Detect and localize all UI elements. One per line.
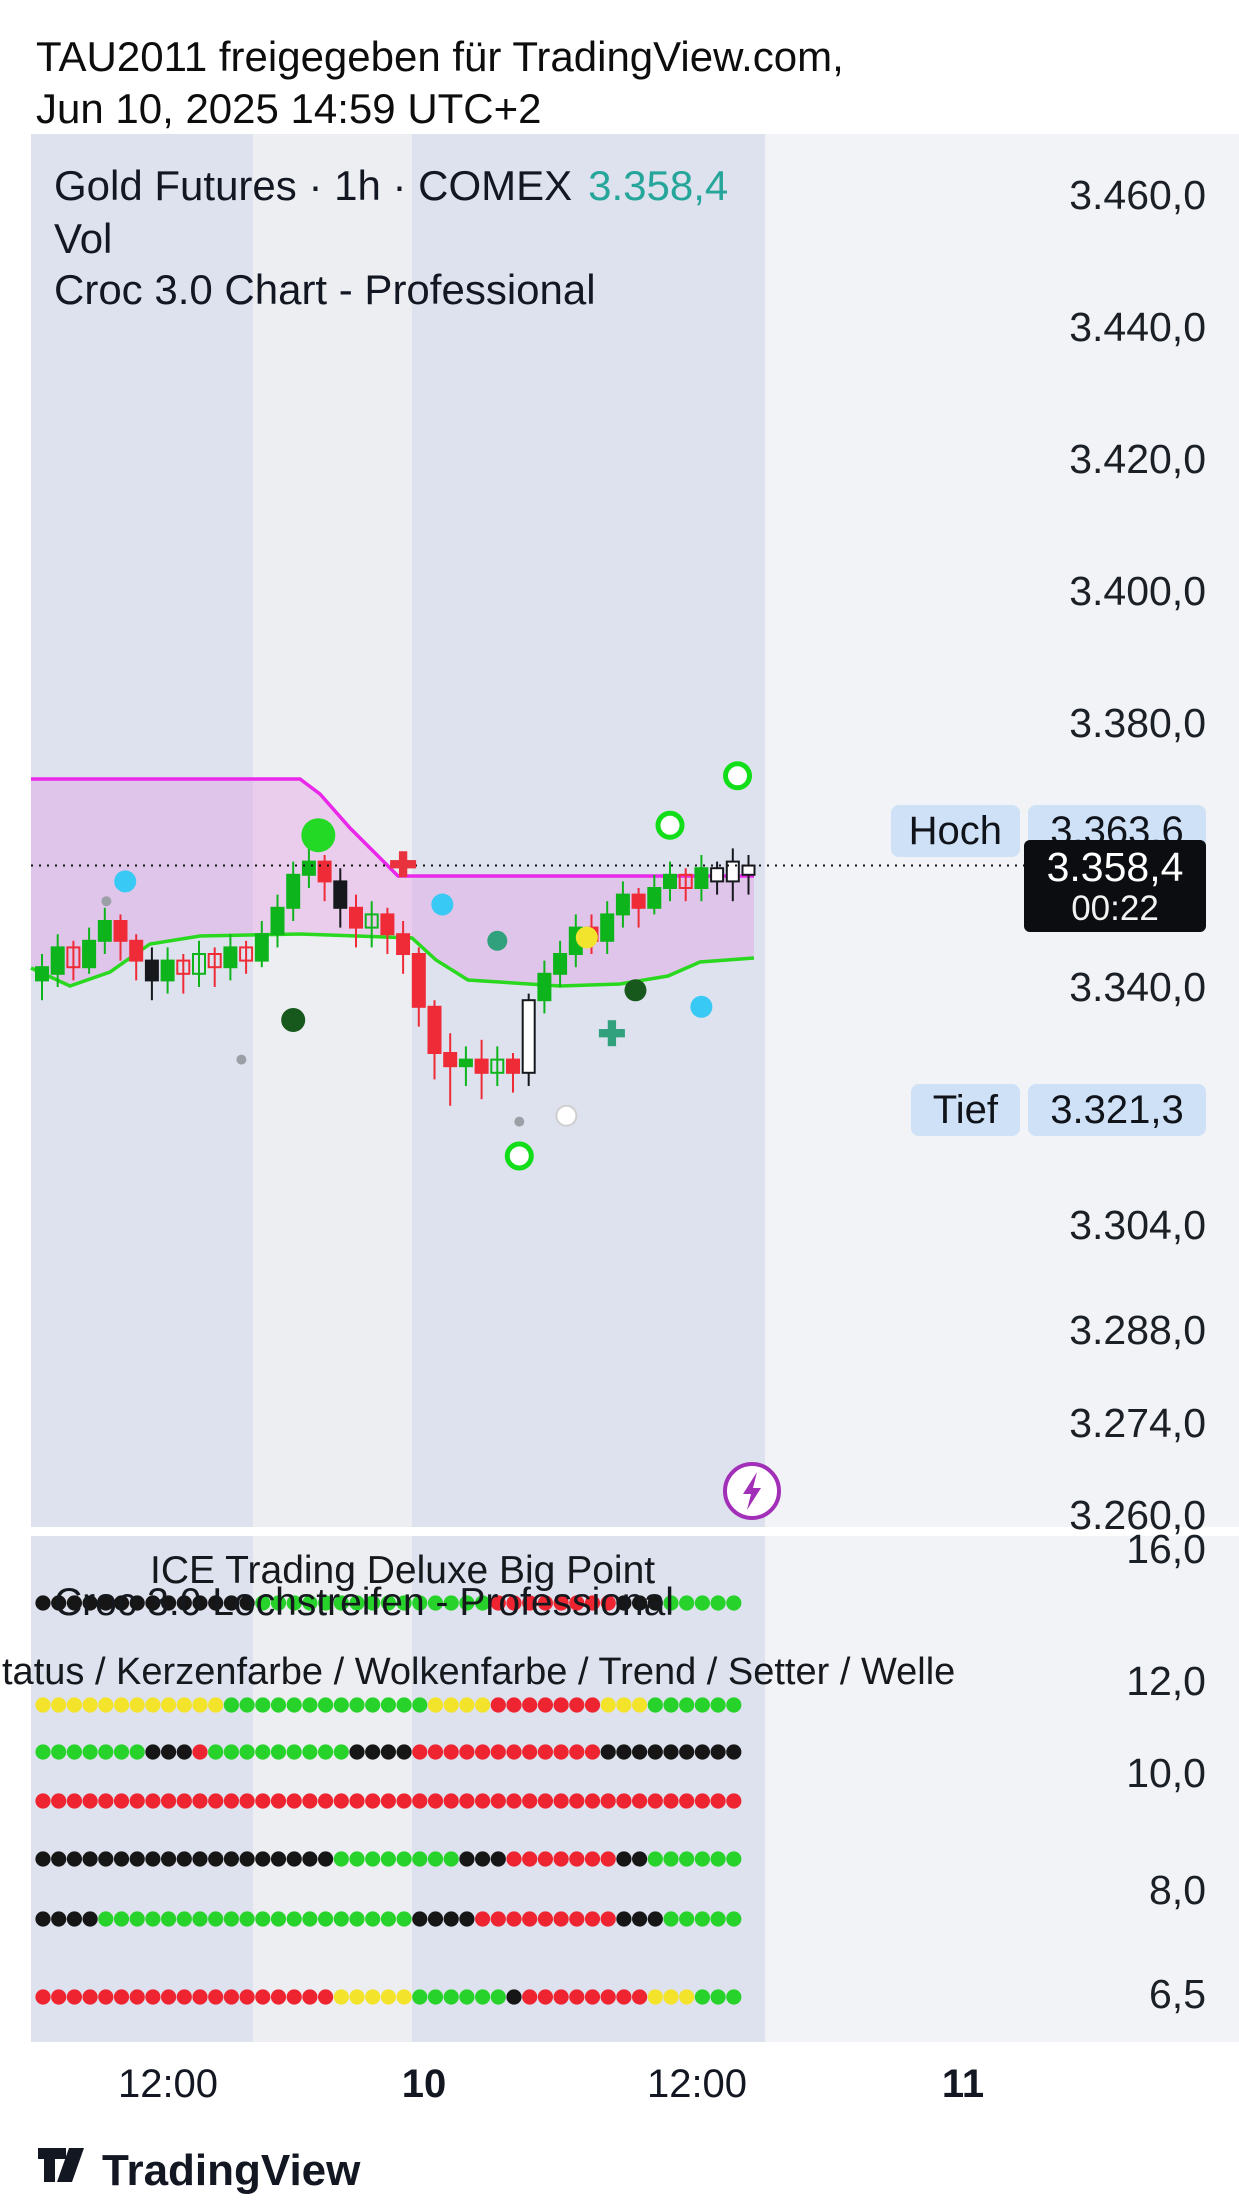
tape-dot-rows <box>35 1595 742 2005</box>
price-axis-label: 3.340,0 <box>1069 964 1206 1010</box>
indicator-band-lines <box>30 777 755 988</box>
price-axis-label: 3.260,0 <box>1069 1492 1206 1538</box>
price-axis-label: 3.440,0 <box>1069 304 1206 350</box>
lower-pane-axis-label: 8,0 <box>1149 1867 1206 1913</box>
price-axis-label: 3.288,0 <box>1069 1307 1206 1354</box>
signal-markers <box>101 761 753 1171</box>
last-price-box: 3.358,4 00:22 <box>1024 840 1206 932</box>
session-band-right <box>412 134 765 2042</box>
tape-rows-caption: tatus / Kerzenfarbe / Wolkenfarbe / Tren… <box>2 1651 956 1693</box>
flash-badge[interactable] <box>723 1462 781 1520</box>
pane-separator[interactable] <box>0 1527 1239 1536</box>
time-axis-label: 12:00 <box>117 2062 219 2106</box>
lower-pane-axis-label: 6,5 <box>1149 1971 1206 2017</box>
price-axis-label: 3.400,0 <box>1069 568 1206 614</box>
last-price-value: 3.358,4 <box>1046 844 1184 890</box>
watermark-line1: TAU2011 freigegeben für TradingView.com, <box>36 33 844 80</box>
time-axis-label: 12:00 <box>646 2062 748 2106</box>
price-axis-label: 3.304,0 <box>1069 1201 1206 1248</box>
low-badge-label: Tief <box>910 1084 1020 1136</box>
lower-pane-axis-label: 10,0 <box>1126 1750 1206 1796</box>
session-band-left <box>31 134 253 2042</box>
indicator-legend: Croc 3.0 Chart - Professional <box>54 266 596 313</box>
lower-pane-axis-label: 12,0 <box>1126 1658 1206 1704</box>
price-axis-label: 3.460,0 <box>1069 172 1206 218</box>
tradingview-brand-text: TradingView <box>102 2146 361 2195</box>
symbol-last-price: 3.358,4 <box>588 162 729 209</box>
high-badge-label: Hoch <box>890 805 1020 857</box>
volume-legend: Vol <box>54 215 113 262</box>
price-axis-label: 3.380,0 <box>1069 700 1206 746</box>
watermark-line2: Jun 10, 2025 14:59 UTC+2 <box>36 85 542 132</box>
symbol-title: Gold Futures · 1h · COMEX <box>54 162 573 209</box>
price-axis-label: 3.274,0 <box>1069 1399 1206 1446</box>
pane2-indicator-title: ICE Trading Deluxe Big Point <box>150 1549 656 1592</box>
time-axis-label: 10 <box>401 2062 447 2106</box>
candles <box>35 848 756 1106</box>
tradingview-logo-icon <box>38 2148 84 2182</box>
low-badge-value: 3.321,3 <box>1028 1084 1206 1136</box>
symbol-legend: Gold Futures · 1h · COMEX 3.358,4 <box>54 162 728 210</box>
lower-pane-axis-label: 16,0 <box>1126 1526 1206 1572</box>
pane2-indicator-subtitle: Croc 3.0 Lochstreifen - Professional <box>54 1581 674 1624</box>
price-axis-label: 3.420,0 <box>1069 436 1206 482</box>
bar-countdown: 00:22 <box>1071 889 1159 928</box>
time-axis-label: 11 <box>941 2062 985 2106</box>
